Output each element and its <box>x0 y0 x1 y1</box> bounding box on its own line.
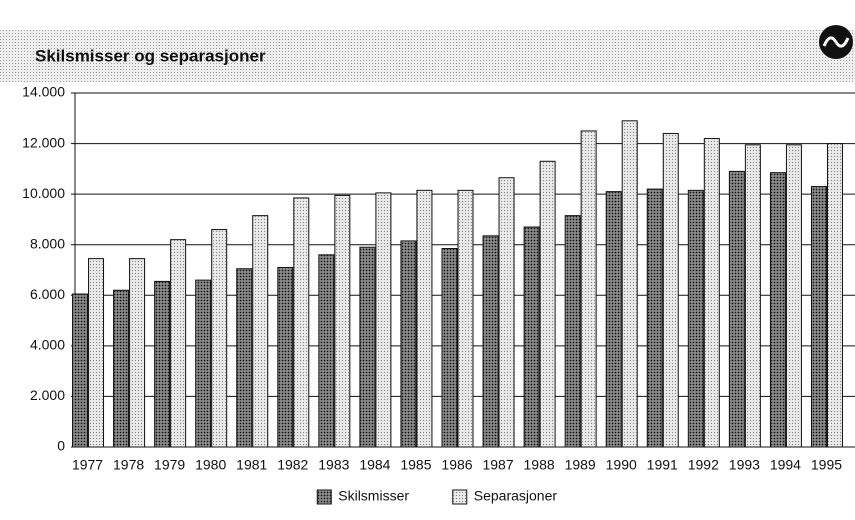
bar <box>457 189 474 448</box>
bar <box>211 229 228 448</box>
bar <box>129 258 146 448</box>
bar <box>785 144 802 448</box>
bar <box>359 246 376 448</box>
x-tick-label: 1995 <box>811 457 842 473</box>
bar <box>564 215 581 448</box>
bar <box>318 254 335 448</box>
bar <box>88 258 105 448</box>
bar <box>580 130 597 448</box>
x-tick-label: 1987 <box>482 457 513 473</box>
legend-label: Separasjoner <box>474 488 558 504</box>
bar <box>72 293 89 448</box>
bar <box>113 289 130 448</box>
bar <box>482 235 499 448</box>
x-tick-label: 1979 <box>154 457 185 473</box>
x-tick-label: 1994 <box>770 457 801 473</box>
bar <box>539 160 556 448</box>
y-tick-label: 12.000 <box>22 134 65 150</box>
y-tick-label: 10.000 <box>22 185 65 201</box>
x-tick-label: 1985 <box>400 457 431 473</box>
bar <box>154 280 171 448</box>
x-tick-label: 1981 <box>236 457 267 473</box>
x-tick-label: 1982 <box>277 457 308 473</box>
legend-label: Skilsmisser <box>338 488 409 504</box>
x-tick-label: 1983 <box>318 457 349 473</box>
bar <box>605 191 622 448</box>
x-tick-label: 1980 <box>195 457 226 473</box>
bar <box>252 215 269 448</box>
bar <box>375 192 392 448</box>
bar <box>293 197 310 448</box>
bar <box>236 268 253 448</box>
bar <box>826 143 843 448</box>
bar <box>170 239 187 448</box>
legend-swatch <box>452 489 468 505</box>
x-tick-label: 1989 <box>565 457 596 473</box>
bar <box>523 226 540 448</box>
x-tick-label: 1978 <box>113 457 144 473</box>
y-tick-label: 2.000 <box>30 387 65 403</box>
y-tick-label: 0 <box>57 438 65 454</box>
bar <box>277 266 294 448</box>
x-tick-label: 1988 <box>524 457 555 473</box>
bar <box>498 177 515 448</box>
chart-title: Skilsmisser og separasjoner <box>35 46 266 65</box>
bar <box>769 172 786 448</box>
legend-swatch <box>316 489 332 505</box>
y-tick-label: 6.000 <box>30 286 65 302</box>
title-band <box>0 30 855 82</box>
bar <box>195 279 212 448</box>
y-tick-label: 8.000 <box>30 235 65 251</box>
y-tick-label: 14.000 <box>22 84 65 100</box>
bar <box>621 120 638 448</box>
bar <box>400 240 417 448</box>
bar <box>441 248 458 448</box>
x-tick-label: 1992 <box>688 457 719 473</box>
bar <box>810 186 827 448</box>
bar <box>728 170 745 448</box>
x-tick-label: 1990 <box>606 457 637 473</box>
logo <box>819 25 853 59</box>
x-tick-label: 1977 <box>72 457 103 473</box>
bar <box>334 194 351 448</box>
x-tick-label: 1993 <box>729 457 760 473</box>
x-tick-label: 1991 <box>647 457 678 473</box>
x-tick-label: 1984 <box>359 457 390 473</box>
x-tick-label: 1986 <box>441 457 472 473</box>
bar <box>416 189 433 448</box>
bar <box>703 138 720 448</box>
bar <box>687 189 704 448</box>
bar <box>646 188 663 448</box>
y-tick-label: 4.000 <box>30 337 65 353</box>
bar <box>744 144 761 448</box>
bar <box>662 132 679 448</box>
